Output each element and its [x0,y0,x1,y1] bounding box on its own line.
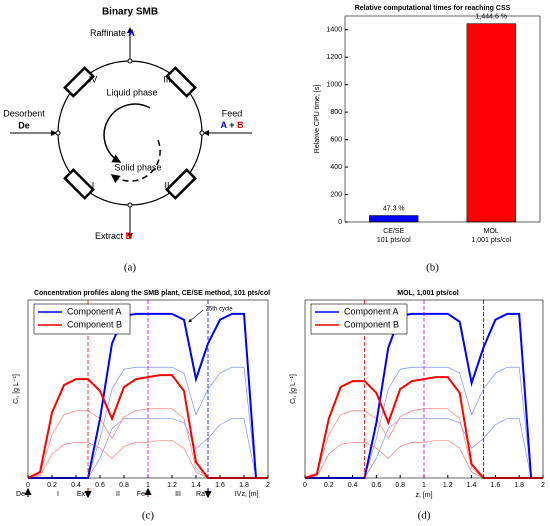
y-tick-label: 400 [330,164,342,171]
x-tick-label: 1.6 [215,482,225,489]
value-label: 47.3 % [383,205,405,212]
caption: (c) [142,510,155,522]
desorbent-label: Desorbent [3,108,45,118]
x-tick-label: 0.6 [95,482,105,489]
legend-label: Component A [344,306,399,316]
zone-label: III [163,74,171,84]
chart-title: Concentration profiles along the SMB pla… [34,290,270,297]
ports [55,58,205,208]
y-axis-label: Cᵢ, [g L⁻¹] [290,374,297,404]
x-tick-label: 0 [26,482,30,489]
x-tick-label: 1.6 [491,482,501,489]
x-tick-label: 0.2 [47,482,57,489]
caption: (d) [418,510,431,522]
raffinate-label: Raffinate A [90,28,135,38]
legend-box [33,303,131,335]
port-label: De [16,491,25,498]
x-tick-label: 0.2 [324,482,334,489]
x-tick-label: CE/SE [383,228,404,235]
x-tick-label: 0.8 [395,482,405,489]
annotation: 25th cycle [206,307,234,313]
zone-label: III [175,491,181,498]
solid-label: Solid phase [114,162,161,172]
y-tick-label: 200 [330,191,342,198]
liquid-flow [103,103,151,163]
zone-label: I [57,491,59,498]
bar [466,23,516,223]
x-tick-label: 0 [303,482,307,489]
chart-title: MOL, 1,001 pts/col [397,290,459,297]
x-tick-label: 1.8 [239,482,249,489]
chart-title: Relative computational times for reachin… [355,5,511,12]
zone-label: II [116,491,120,498]
x-tick-label: 101 pts/col [377,237,411,244]
smb-diagram: Binary SMB IV III II I Raffinate A Feed … [3,7,252,274]
extract-label: Extract B [95,231,133,241]
bar [369,215,419,223]
x-axis-label: z, [m] [415,492,432,499]
legend-label: Component B [344,319,399,329]
x-tick-label: 1.4 [467,482,477,489]
x-tick-label: MOL [484,228,499,235]
zone-label: IV [235,491,242,498]
x-tick-label: 2 [266,482,270,489]
y-axis-label: Relative CPU time, [s] [314,85,321,154]
x-tick-label: 1.4 [191,482,201,489]
feed-label: Feed [222,108,243,118]
x-tick-label: 1.2 [443,482,453,489]
x-tick-label: 2 [541,482,545,489]
y-tick-label: 600 [330,136,342,143]
y-tick-label: 1000 [326,82,342,89]
desorbent-species: De [18,120,30,130]
port-label: Fe [137,491,145,498]
legend-label: Component A [67,306,122,316]
caption: (a) [124,262,137,274]
x-tick-label: 1 [146,482,150,489]
caption: (b) [426,262,439,274]
profile-history [304,408,543,479]
x-tick-label: 0.6 [372,482,382,489]
port-label: Ex [77,491,86,498]
feed-species: A + B [221,120,244,130]
x-tick-label: 0.4 [71,482,81,489]
y-tick-label: 0 [338,219,342,226]
legend-box [310,303,408,335]
zone-label: I [92,180,95,190]
profile-history [27,408,268,479]
solid-flow [110,139,161,184]
zone-label: IV [89,74,98,84]
plot-frame [344,15,541,223]
plot-frame [27,299,269,479]
plot-frame [304,299,544,479]
x-tick-label: 1 [422,482,426,489]
annotation-arrow [188,309,204,323]
port-label: Ra [196,491,205,498]
x-axis-label: z, [m] [241,491,258,498]
diagram-title: Binary SMB [102,7,158,18]
y-tick-label: 1400 [326,27,342,34]
x-tick-label: 1.8 [514,482,524,489]
x-tick-label: 0.4 [348,482,358,489]
y-tick-label: 1200 [326,54,342,61]
x-tick-label: 1.2 [167,482,177,489]
y-tick-label: 800 [330,109,342,116]
y-axis-label: Cᵢ, [g L⁻¹] [13,374,20,404]
zone-label: II [164,180,169,190]
columns [63,66,197,200]
x-tick-label: 0.8 [119,482,129,489]
value-label: 1,444.6 % [475,13,507,20]
liquid-label: Liquid phase [106,87,157,97]
x-tick-label: 1,001 pts/col [471,237,511,244]
legend-label: Component B [67,319,122,329]
